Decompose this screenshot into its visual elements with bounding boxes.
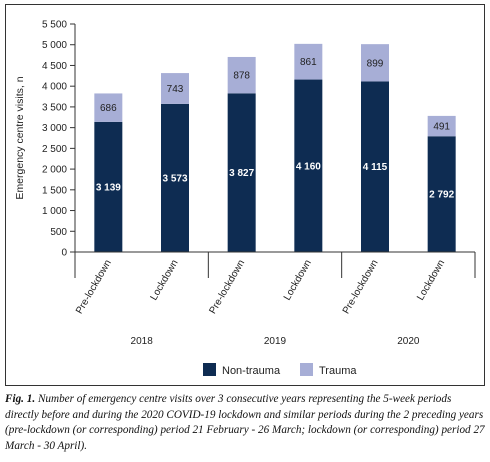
y-tick-label: 2 000 xyxy=(42,165,67,176)
bar-trauma-2 xyxy=(227,56,256,94)
x-category-label: Lockdown xyxy=(282,258,314,302)
bar-value-label: 4 115 xyxy=(363,162,388,173)
y-tick-label: 4 000 xyxy=(42,82,67,93)
group-label: 2019 xyxy=(264,336,287,347)
bar-non-trauma-4 xyxy=(361,81,389,252)
bar-trauma-1 xyxy=(161,73,189,104)
caption-text: Number of emergency centre visits over 3… xyxy=(5,393,485,452)
x-category-label: Lockdown xyxy=(415,258,447,302)
legend-swatch xyxy=(300,363,313,376)
bar-value-label: 4 160 xyxy=(296,161,321,172)
bars: 3 139 686 3 573 743 3 827 878 4 160 861 4 115 899… xyxy=(94,43,456,253)
bar-value-label: 686 xyxy=(100,103,117,114)
bar-trauma-5 xyxy=(427,115,456,137)
group-label: 2018 xyxy=(131,336,154,347)
y-tick-label: 0 xyxy=(61,248,67,259)
bar-value-label: 899 xyxy=(367,58,384,69)
y-tick-label: 1 500 xyxy=(42,185,67,196)
bar-value-label: 3 139 xyxy=(96,182,121,193)
bar-trauma-3 xyxy=(294,43,323,80)
bar-non-trauma-1 xyxy=(161,103,189,253)
y-tick-label: 4 500 xyxy=(42,61,67,72)
y-tick-label: 3 500 xyxy=(42,102,67,113)
x-category-label: Pre-lockdown xyxy=(207,258,247,316)
x-category-label: Lockdown xyxy=(149,258,181,302)
chart-frame xyxy=(5,4,485,386)
bar-value-label: 2 792 xyxy=(429,190,454,201)
bar-trauma-0 xyxy=(94,93,123,122)
bar-value-label: 861 xyxy=(300,57,317,68)
caption-lead: Fig. 1. xyxy=(5,393,36,405)
y-axis-title: Emergency centre visits, n xyxy=(14,76,26,199)
legend: Non-trauma Trauma xyxy=(203,363,357,377)
x-axis: Pre-lockdown Lockdown Pre-lockdown Lockdown… xyxy=(74,251,476,347)
bar-value-label: 3 573 xyxy=(162,173,187,184)
y-tick-label: 5 000 xyxy=(42,40,67,51)
bar-trauma-4 xyxy=(361,44,389,82)
bar-value-label: 878 xyxy=(233,71,250,82)
y-tick-label: 5 500 xyxy=(42,20,67,31)
group-label: 2020 xyxy=(397,336,420,347)
y-tick-label: 3 000 xyxy=(42,123,67,134)
x-category-label: Pre-lockdown xyxy=(74,258,114,316)
bar-non-trauma-3 xyxy=(294,79,323,252)
legend-label: Non-trauma xyxy=(222,365,281,377)
y-tick-label: 1 000 xyxy=(42,206,67,217)
bar-non-trauma-2 xyxy=(227,93,256,252)
x-category-label: Pre-lockdown xyxy=(341,258,381,316)
y-axis: 0 500 1 000 1 500 2 000 2 500 3 000 3 500 4 000 4… xyxy=(14,20,76,259)
bar-non-trauma-5 xyxy=(427,136,456,252)
y-tick-label: 500 xyxy=(50,227,67,238)
bar-value-label: 3 827 xyxy=(229,168,254,179)
stacked-bar-chart: 0 500 1 000 1 500 2 000 2 500 3 000 3 500 4 000 4… xyxy=(14,20,476,377)
figure-caption: Fig. 1. Number of emergency centre visit… xyxy=(5,392,487,454)
y-tick-label: 2 500 xyxy=(42,144,67,155)
bar-value-label: 743 xyxy=(167,84,184,95)
bar-non-trauma-0 xyxy=(94,121,123,253)
legend-label: Trauma xyxy=(319,365,357,377)
bar-value-label: 491 xyxy=(433,122,450,133)
legend-swatch xyxy=(203,363,216,376)
